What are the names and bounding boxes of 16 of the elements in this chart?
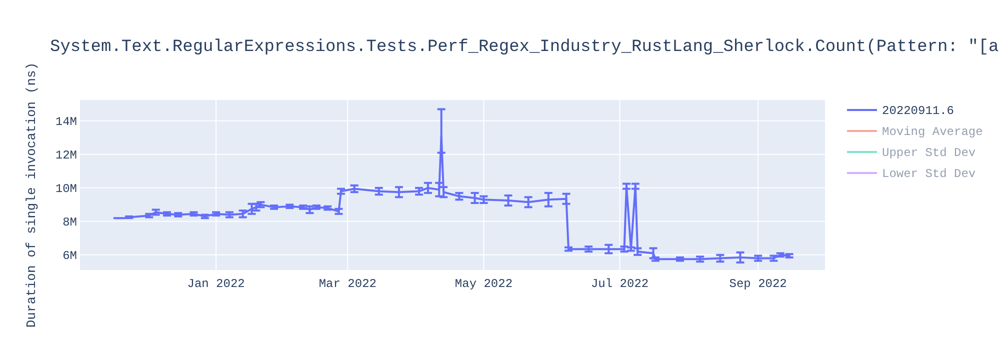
x-tick-label: Mar 2022 <box>318 277 376 291</box>
x-tick-label: May 2022 <box>454 277 513 291</box>
legend-label: Upper Std Dev <box>882 146 976 160</box>
y-tick-label: 12M <box>55 148 77 162</box>
legend-label: Moving Average <box>882 125 983 139</box>
legend-label: 20220911.6 <box>882 104 954 118</box>
x-tick-label: Jan 2022 <box>187 277 245 291</box>
y-tick-label: 8M <box>62 215 77 230</box>
y-tick-label: 14M <box>55 114 77 129</box>
y-tick-label: 6M <box>62 248 77 263</box>
x-tick-label: Sep 2022 <box>729 277 787 291</box>
y-axis-title: Duration of single invocation (ns) <box>24 62 39 328</box>
legend-label: Lower Std Dev <box>882 167 976 181</box>
chart-title: System.Text.RegularExpressions.Tests.Perf_Regex_Industry_RustLang_Sherlock.Count(Pattern: "[a <box>50 38 999 57</box>
x-tick-label: Jul 2022 <box>590 277 649 291</box>
y-tick-label: 10M <box>55 182 77 196</box>
